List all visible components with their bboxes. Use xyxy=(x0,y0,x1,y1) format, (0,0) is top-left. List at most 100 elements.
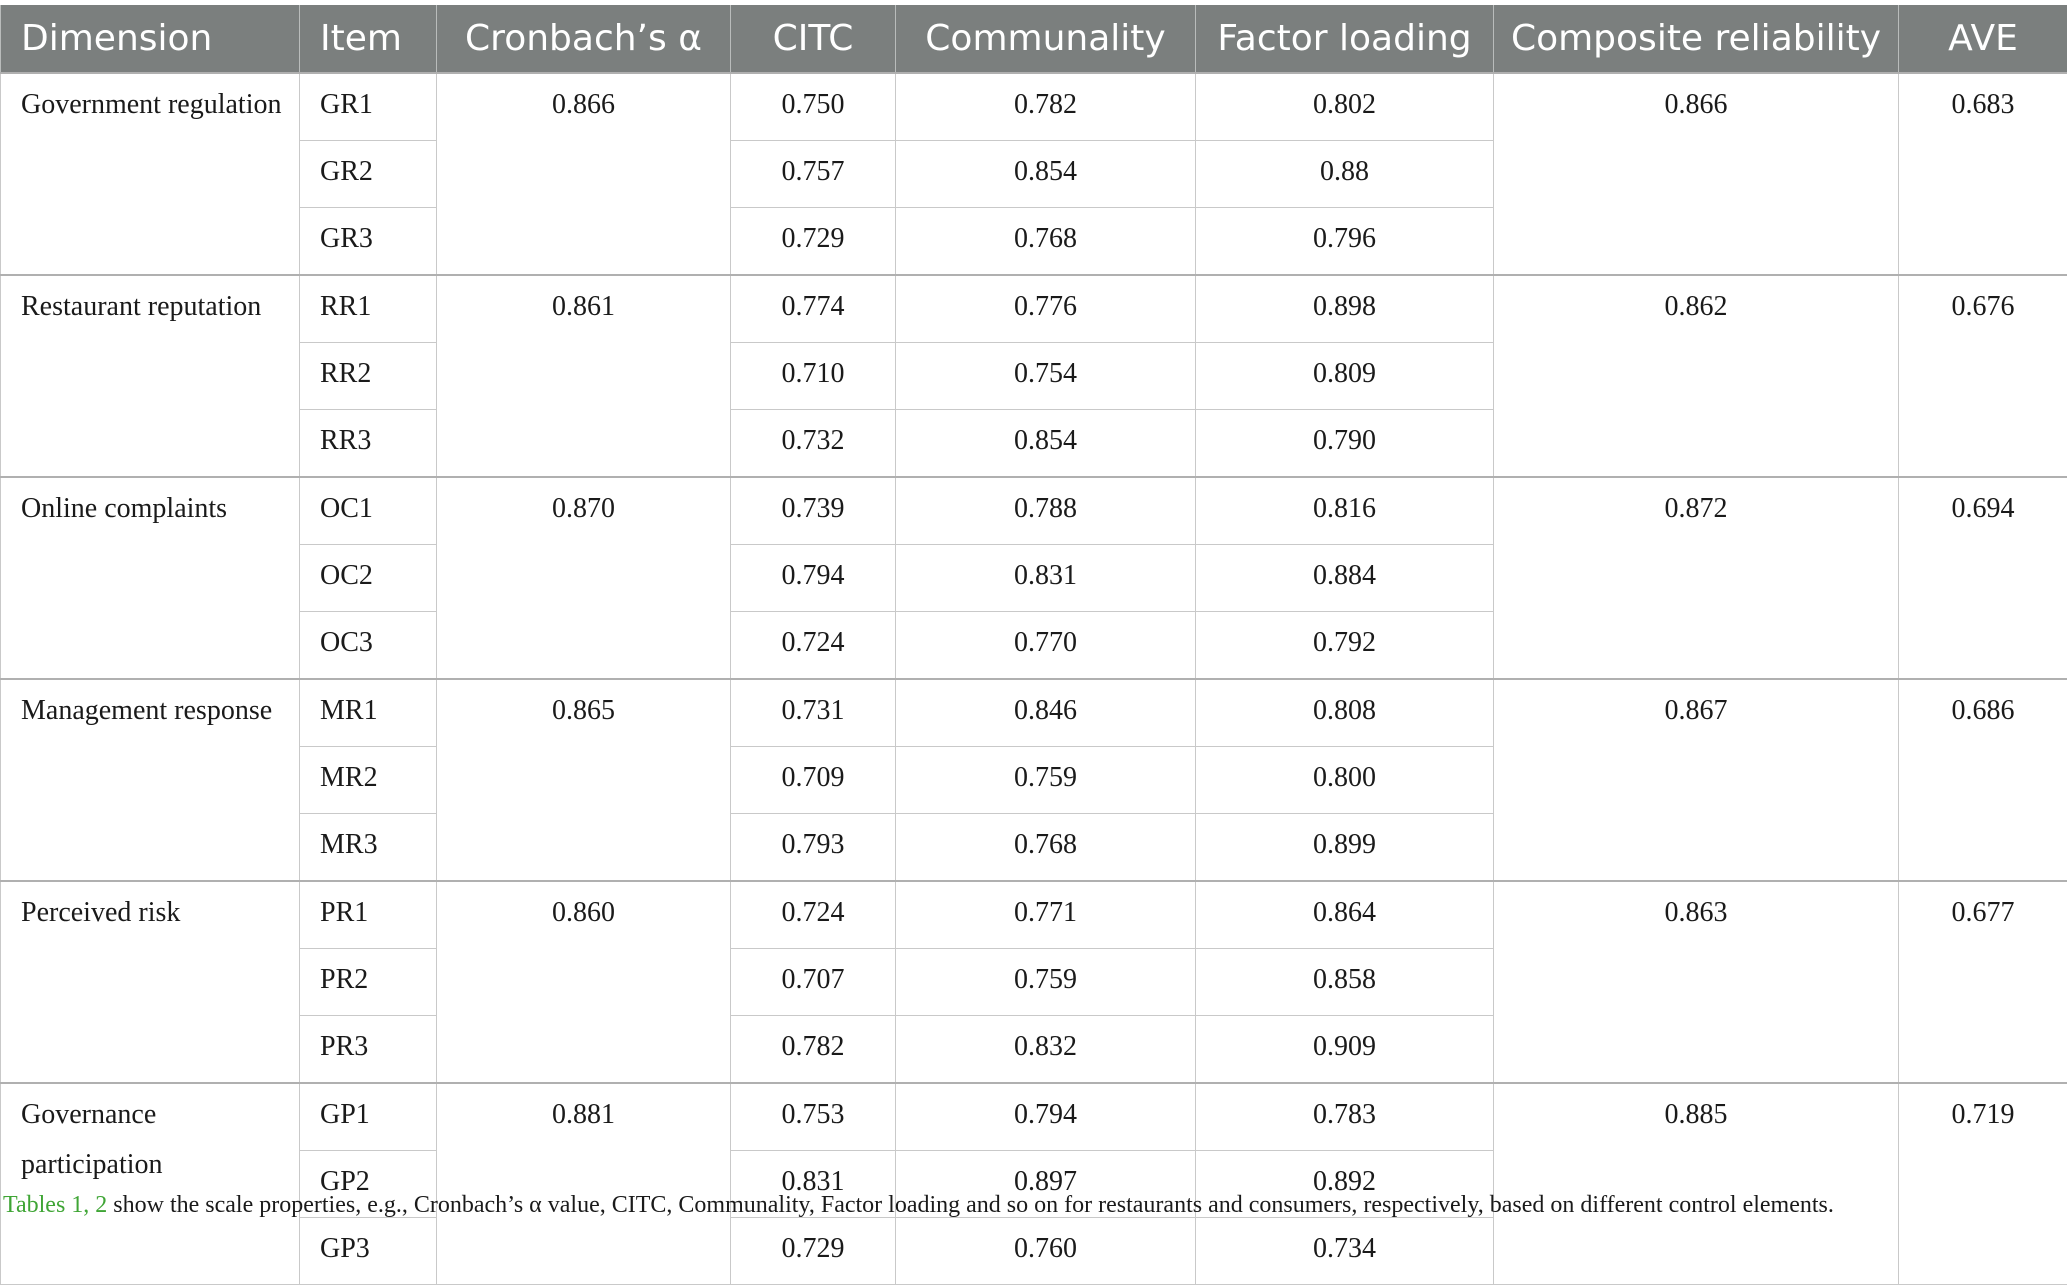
caption-text: show the scale properties, e.g., Cronbac… xyxy=(107,1192,1834,1218)
item-cell: GP1 xyxy=(300,1083,437,1151)
item-cell: PR2 xyxy=(300,949,437,1016)
factor-loading-cell: 0.88 xyxy=(1196,141,1494,208)
factor-loading-cell: 0.864 xyxy=(1196,881,1494,949)
factor-loading-cell: 0.808 xyxy=(1196,679,1494,747)
item-cell: GR1 xyxy=(300,73,437,141)
item-cell: MR2 xyxy=(300,747,437,814)
communality-cell: 0.776 xyxy=(896,275,1196,343)
cronbach-alpha-cell: 0.860 xyxy=(437,881,731,1083)
citc-cell: 0.750 xyxy=(731,73,896,141)
factor-loading-cell: 0.790 xyxy=(1196,410,1494,478)
composite-reliability-cell: 0.863 xyxy=(1494,881,1899,1083)
item-cell: OC3 xyxy=(300,612,437,680)
dimension-cell-online-complaints: Online complaints xyxy=(1,477,300,679)
factor-loading-cell: 0.898 xyxy=(1196,275,1494,343)
cronbach-alpha-cell: 0.861 xyxy=(437,275,731,477)
header-citc: CITC xyxy=(731,5,896,73)
item-cell: OC2 xyxy=(300,545,437,612)
citc-cell: 0.757 xyxy=(731,141,896,208)
item-cell: MR1 xyxy=(300,679,437,747)
header-row: Dimension Item Cronbach’s α CITC Communa… xyxy=(1,5,2067,73)
cronbach-alpha-cell: 0.870 xyxy=(437,477,731,679)
citc-cell: 0.707 xyxy=(731,949,896,1016)
ave-cell: 0.719 xyxy=(1899,1083,2067,1285)
factor-loading-cell: 0.884 xyxy=(1196,545,1494,612)
citc-cell: 0.739 xyxy=(731,477,896,545)
ave-cell: 0.676 xyxy=(1899,275,2067,477)
communality-cell: 0.754 xyxy=(896,343,1196,410)
communality-cell: 0.832 xyxy=(896,1016,1196,1084)
factor-loading-cell: 0.909 xyxy=(1196,1016,1494,1084)
header-item: Item xyxy=(300,5,437,73)
dimension-cell-governance-participation: Governance participation xyxy=(1,1083,300,1285)
communality-cell: 0.846 xyxy=(896,679,1196,747)
dimension-cell-restaurant-reputation: Restaurant reputation xyxy=(1,275,300,477)
communality-cell: 0.768 xyxy=(896,814,1196,882)
citc-cell: 0.729 xyxy=(731,208,896,276)
item-cell: GP3 xyxy=(300,1218,437,1285)
header-dimension: Dimension xyxy=(1,5,300,73)
communality-cell: 0.759 xyxy=(896,949,1196,1016)
factor-loading-cell: 0.792 xyxy=(1196,612,1494,680)
citc-cell: 0.724 xyxy=(731,881,896,949)
ave-cell: 0.677 xyxy=(1899,881,2067,1083)
item-cell: GR3 xyxy=(300,208,437,276)
communality-cell: 0.770 xyxy=(896,612,1196,680)
communality-cell: 0.788 xyxy=(896,477,1196,545)
citc-cell: 0.732 xyxy=(731,410,896,478)
ave-cell: 0.683 xyxy=(1899,73,2067,275)
communality-cell: 0.854 xyxy=(896,141,1196,208)
factor-loading-cell: 0.783 xyxy=(1196,1083,1494,1151)
factor-loading-cell: 0.734 xyxy=(1196,1218,1494,1285)
cronbach-alpha-cell: 0.866 xyxy=(437,73,731,275)
ave-cell: 0.694 xyxy=(1899,477,2067,679)
header-ave: AVE xyxy=(1899,5,2067,73)
reliability-table: Dimension Item Cronbach’s α CITC Communa… xyxy=(0,5,2067,1285)
composite-reliability-cell: 0.885 xyxy=(1494,1083,1899,1285)
ave-cell: 0.686 xyxy=(1899,679,2067,881)
citc-cell: 0.729 xyxy=(731,1218,896,1285)
item-cell: MR3 xyxy=(300,814,437,882)
factor-loading-cell: 0.800 xyxy=(1196,747,1494,814)
factor-loading-cell: 0.802 xyxy=(1196,73,1494,141)
cronbach-alpha-cell: 0.881 xyxy=(437,1083,731,1285)
citc-cell: 0.709 xyxy=(731,747,896,814)
communality-cell: 0.782 xyxy=(896,73,1196,141)
dimension-cell-management-response: Management response xyxy=(1,679,300,881)
composite-reliability-cell: 0.872 xyxy=(1494,477,1899,679)
reliability-table-container: Dimension Item Cronbach’s α CITC Communa… xyxy=(0,5,2067,1285)
table-reference-link[interactable]: Tables 1, 2 xyxy=(3,1192,107,1218)
citc-cell: 0.724 xyxy=(731,612,896,680)
header-composite-reliability: Composite reliability xyxy=(1494,5,1899,73)
header-factor-loading: Factor loading xyxy=(1196,5,1494,73)
item-cell: RR1 xyxy=(300,275,437,343)
citc-cell: 0.793 xyxy=(731,814,896,882)
communality-cell: 0.768 xyxy=(896,208,1196,276)
composite-reliability-cell: 0.867 xyxy=(1494,679,1899,881)
citc-cell: 0.731 xyxy=(731,679,896,747)
item-cell: PR1 xyxy=(300,881,437,949)
item-cell: PR3 xyxy=(300,1016,437,1084)
cronbach-alpha-cell: 0.865 xyxy=(437,679,731,881)
item-cell: RR3 xyxy=(300,410,437,478)
item-cell: GR2 xyxy=(300,141,437,208)
composite-reliability-cell: 0.866 xyxy=(1494,73,1899,275)
factor-loading-cell: 0.858 xyxy=(1196,949,1494,1016)
communality-cell: 0.760 xyxy=(896,1218,1196,1285)
communality-cell: 0.771 xyxy=(896,881,1196,949)
factor-loading-cell: 0.899 xyxy=(1196,814,1494,882)
communality-cell: 0.794 xyxy=(896,1083,1196,1151)
factor-loading-cell: 0.816 xyxy=(1196,477,1494,545)
item-cell: OC1 xyxy=(300,477,437,545)
communality-cell: 0.831 xyxy=(896,545,1196,612)
header-cronbach-alpha: Cronbach’s α xyxy=(437,5,731,73)
header-communality: Communality xyxy=(896,5,1196,73)
citc-cell: 0.782 xyxy=(731,1016,896,1084)
citc-cell: 0.710 xyxy=(731,343,896,410)
